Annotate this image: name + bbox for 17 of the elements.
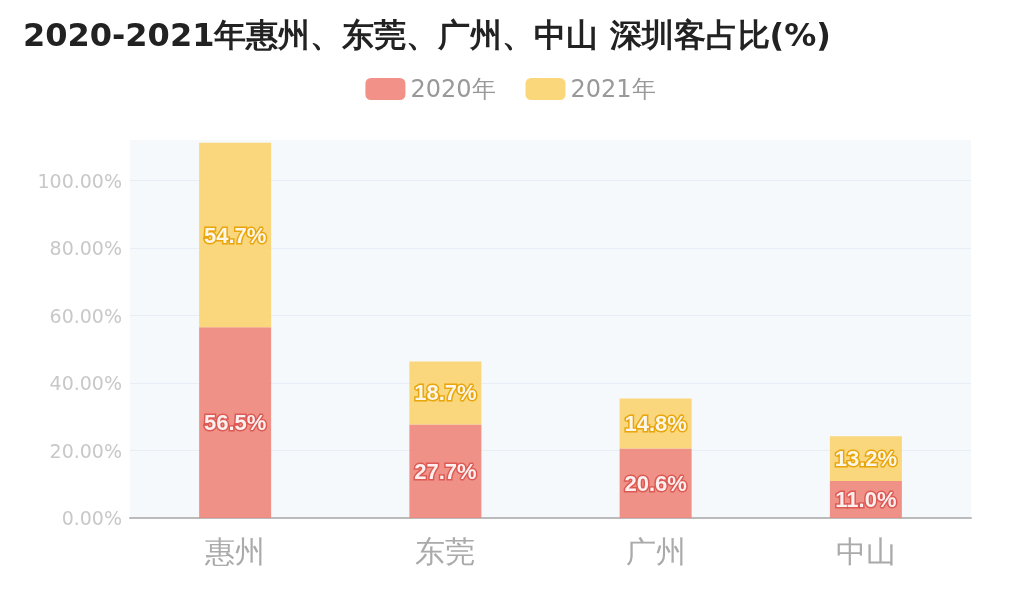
- data-label: 54.7%: [203, 222, 267, 248]
- data-label: 14.8%: [624, 411, 687, 436]
- x-tick-label: 中山: [835, 533, 896, 569]
- x-tick-label: 惠州: [204, 533, 266, 569]
- bar: [199, 327, 272, 518]
- x-tick-label: 广州: [625, 533, 686, 569]
- chart-title: 2020-2021年惠州、东莞、广州、中山 深圳客占比(%): [23, 16, 831, 54]
- bar: [199, 142, 272, 328]
- data-label: 18.7%: [414, 380, 477, 406]
- data-label: 27.7%: [414, 458, 477, 484]
- data-label: 20.6%: [624, 470, 687, 496]
- x-tick-label: 东莞: [415, 533, 476, 569]
- data-label: 11.0%: [835, 486, 897, 512]
- legend-label: 2021年: [570, 75, 656, 103]
- legend-label: 2020年: [410, 75, 496, 103]
- data-label: 13.2%: [834, 446, 898, 472]
- data-label: 56.5%: [203, 410, 267, 436]
